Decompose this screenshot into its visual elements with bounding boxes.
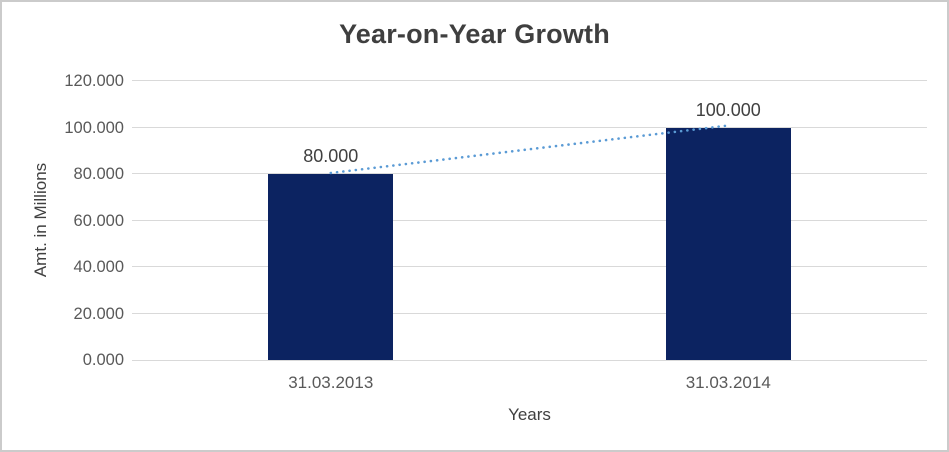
x-tick-label: 31.03.2014 — [685, 373, 771, 392]
gridline — [132, 80, 927, 81]
gridline — [132, 126, 927, 128]
gridline — [132, 173, 927, 174]
gridline — [132, 312, 927, 314]
x-axis-title: Years — [508, 405, 551, 424]
y-tick-label: 60.000 — [73, 211, 124, 230]
y-tick-label: 20.000 — [73, 304, 124, 323]
y-tick-label: 0.000 — [82, 351, 124, 369]
y-tick-label: 40.000 — [73, 258, 124, 276]
x-tick-label: 31.03.2013 — [288, 373, 374, 392]
bar-value-label: 100.000 — [695, 99, 761, 120]
y-tick-label: 120.000 — [64, 72, 124, 90]
bar — [665, 127, 791, 360]
plot-area — [132, 80, 927, 361]
trendline-dotted — [329, 124, 730, 175]
y-tick-label: 80.000 — [73, 165, 124, 183]
gridline — [132, 266, 927, 267]
y-tick-label: 100.000 — [64, 118, 124, 137]
gridline — [132, 360, 927, 361]
bar — [268, 174, 394, 360]
bar-value-label: 80.000 — [303, 146, 359, 166]
chart-title: Year-on-Year Growth — [339, 19, 610, 49]
gridline — [132, 219, 927, 221]
